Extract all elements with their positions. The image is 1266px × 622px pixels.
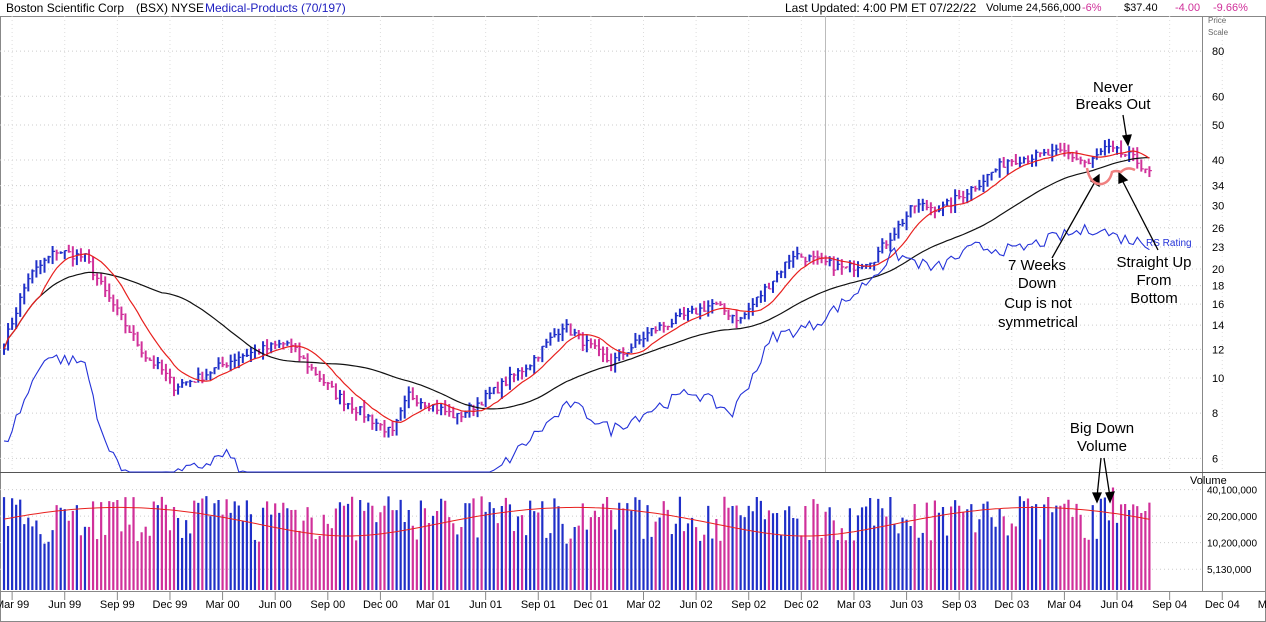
- ticker-exchange: (BSX) NYSE: [136, 1, 205, 15]
- time-tick-label: Dec 99: [153, 599, 188, 611]
- time-tick-label: Sep 02: [731, 599, 766, 611]
- volume-axis-title: Volume: [1190, 475, 1227, 487]
- annotation-volume-1: Big Down: [1070, 420, 1134, 437]
- price-tick-label: 23: [1212, 242, 1224, 254]
- chart-lines: [3, 150, 1150, 537]
- price-scale-label-1: Price: [1208, 16, 1227, 25]
- time-tick-label: Sep 99: [100, 599, 135, 611]
- volume-tick-label: 5,130,000: [1207, 565, 1252, 576]
- time-tick-label: Dec 01: [573, 599, 608, 611]
- annotation-cup-2: symmetrical: [998, 314, 1078, 331]
- time-tick-label: Sep 03: [942, 599, 977, 611]
- price-tick-label: 40: [1212, 155, 1224, 167]
- rs-rating-label: RS Rating: [1146, 238, 1192, 249]
- annotations: Never Breaks Out 7 Weeks Down Cup is not…: [998, 79, 1192, 455]
- volume-tick-label: 40,100,000: [1207, 486, 1257, 497]
- time-tick-label: Mar 03: [837, 599, 871, 611]
- price-tick-label: 60: [1212, 91, 1224, 103]
- time-tick-label: Jun 99: [48, 599, 81, 611]
- price-tick-label: 34: [1212, 181, 1224, 193]
- time-tick-label: Mar 00: [205, 599, 239, 611]
- axis-labels: 6 8 10 12 14 16 18 20 23 26 30 34 40 50 60 80 40,100,000…: [0, 46, 1266, 611]
- annotation-straight-3: Bottom: [1130, 290, 1178, 307]
- arrow-head: [1091, 492, 1103, 504]
- time-tick-label: Jun 01: [469, 599, 502, 611]
- price-bars: [3, 138, 1152, 438]
- annotation-straight-1: Straight Up: [1116, 254, 1191, 271]
- price-tick-label: 50: [1212, 120, 1224, 132]
- arrow-volume-1: [1096, 457, 1102, 498]
- price-tick-label: 18: [1212, 281, 1224, 293]
- header-bar: Boston Scientific Corp (BSX) NYSE Medica…: [0, 0, 1266, 16]
- time-tick-label: Jun 04: [1101, 599, 1134, 611]
- price-tick-label: 6: [1212, 453, 1218, 465]
- time-tick-label: Jun 00: [259, 599, 292, 611]
- time-tick-label: Dec 04: [1205, 599, 1240, 611]
- industry-group: Medical-Products (70/197): [205, 1, 346, 15]
- price-tick-label: 30: [1212, 200, 1224, 212]
- price-change: -4.00: [1175, 2, 1201, 14]
- time-tick-label: Dec 02: [784, 599, 819, 611]
- price-tick-label: 12: [1212, 344, 1224, 356]
- company-name: Boston Scientific Corp: [6, 1, 125, 15]
- price-tick-label: 10: [1212, 373, 1224, 385]
- time-tick-label: Mar 05: [1258, 599, 1266, 611]
- time-tick-label: Dec 00: [363, 599, 398, 611]
- arrow-head: [1121, 134, 1132, 147]
- time-tick-label: Mar 04: [1047, 599, 1081, 611]
- arrow-volume-2: [1103, 457, 1111, 498]
- arrow-head: [1105, 491, 1116, 504]
- time-tick-label: Jun 03: [890, 599, 923, 611]
- arrow-straight-up: [1120, 177, 1159, 251]
- time-tick-label: Mar 02: [626, 599, 660, 611]
- moving-average-10-line: [3, 150, 1150, 424]
- price-tick-label: 80: [1212, 46, 1224, 58]
- price-tick-label: 8: [1212, 408, 1218, 420]
- volume-average-line: [3, 506, 1150, 537]
- volume-tick-label: 10,200,000: [1207, 539, 1257, 550]
- moving-average-40-line: [3, 157, 1150, 410]
- grid: [0, 16, 1223, 570]
- time-tick-label: Mar 99: [0, 599, 29, 611]
- price-tick-label: 16: [1212, 299, 1224, 311]
- annotation-never-1: Never: [1093, 79, 1133, 96]
- price-tick-label: 14: [1212, 320, 1224, 332]
- annotation-weeks-2: Down: [1018, 275, 1056, 292]
- volume-bars: [2, 487, 1151, 590]
- volume-pct-change: -6%: [1082, 2, 1102, 14]
- last-price: $37.40: [1124, 2, 1158, 14]
- pct-change: -9.66%: [1213, 2, 1248, 14]
- price-tick-label: 26: [1212, 223, 1224, 235]
- rs-line: [3, 223, 1150, 473]
- annotation-cup-1: Cup is not: [1004, 295, 1072, 312]
- annotation-straight-2: From: [1137, 272, 1172, 289]
- volume-tick-label: 20,200,000: [1207, 512, 1257, 523]
- last-updated: Last Updated: 4:00 PM ET 07/22/22: [785, 1, 977, 15]
- time-tick-label: Sep 00: [310, 599, 345, 611]
- annotation-weeks-1: 7 Weeks: [1008, 257, 1066, 274]
- arrow-head: [1118, 171, 1129, 184]
- time-tick-label: Mar 01: [416, 599, 450, 611]
- volume-readout: Volume 24,566,000: [986, 2, 1081, 14]
- price-scale-label-2: Scale: [1208, 28, 1229, 37]
- cup-marker: [1085, 167, 1136, 186]
- annotation-volume-2: Volume: [1077, 438, 1127, 455]
- annotation-never-2: Breaks Out: [1075, 96, 1151, 113]
- arrow-seven-weeks: [1051, 179, 1097, 259]
- time-tick-label: Sep 01: [521, 599, 556, 611]
- time-tick-label: Jun 02: [680, 599, 713, 611]
- time-tick-label: Dec 03: [994, 599, 1029, 611]
- time-tick-label: Sep 04: [1152, 599, 1187, 611]
- annotation-arrows: [1051, 114, 1159, 504]
- price-tick-label: 20: [1212, 264, 1224, 276]
